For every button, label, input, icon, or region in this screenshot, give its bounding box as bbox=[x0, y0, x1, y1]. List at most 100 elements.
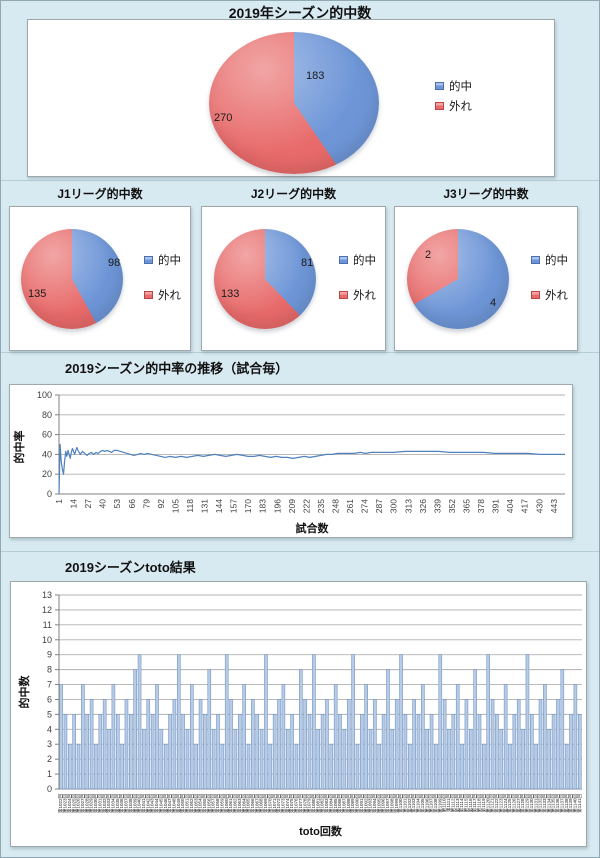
legend-item-miss: 外れ bbox=[531, 286, 568, 303]
svg-text:第1124回: 第1124回 bbox=[502, 794, 509, 813]
svg-text:第1083回: 第1083回 bbox=[323, 794, 330, 814]
svg-text:352: 352 bbox=[447, 499, 457, 513]
svg-text:10: 10 bbox=[42, 635, 52, 645]
line-chart-title: 2019シーズン的中率の推移（試合毎） bbox=[65, 361, 289, 376]
svg-text:第1064回: 第1064回 bbox=[240, 794, 247, 814]
j1-legend: 的中 外れ bbox=[144, 251, 181, 303]
svg-text:第1112回: 第1112回 bbox=[449, 794, 456, 813]
svg-text:第1077回: 第1077回 bbox=[297, 794, 304, 814]
svg-text:20: 20 bbox=[42, 469, 52, 479]
svg-text:第1132回: 第1132回 bbox=[537, 794, 544, 813]
hit-legend-label: 的中 bbox=[545, 254, 568, 267]
svg-text:第1050回: 第1050回 bbox=[179, 794, 186, 814]
svg-text:第1101回: 第1101回 bbox=[402, 794, 409, 813]
svg-text:第1062回: 第1062回 bbox=[232, 794, 239, 814]
svg-text:222: 222 bbox=[301, 499, 311, 513]
svg-text:第1055回: 第1055回 bbox=[201, 794, 208, 814]
svg-text:第1118回: 第1118回 bbox=[476, 794, 483, 813]
svg-text:105: 105 bbox=[170, 499, 180, 513]
j3-pie bbox=[407, 229, 509, 329]
svg-text:13: 13 bbox=[42, 590, 52, 600]
svg-text:的中数: 的中数 bbox=[17, 675, 31, 709]
hit-legend-label: 的中 bbox=[158, 254, 181, 267]
svg-text:第1034回: 第1034回 bbox=[110, 794, 117, 814]
svg-text:第1049回: 第1049回 bbox=[175, 794, 182, 814]
svg-text:第1128回: 第1128回 bbox=[519, 794, 526, 813]
svg-text:第1054回: 第1054回 bbox=[197, 794, 204, 814]
svg-text:第1044回: 第1044回 bbox=[153, 794, 160, 814]
legend-item-miss: 外れ bbox=[144, 286, 181, 303]
svg-text:第1061回: 第1061回 bbox=[227, 794, 234, 814]
svg-text:7: 7 bbox=[47, 680, 52, 690]
svg-text:第1032回: 第1032回 bbox=[101, 794, 108, 814]
svg-text:0: 0 bbox=[47, 784, 52, 794]
miss-legend-label: 外れ bbox=[545, 289, 568, 302]
svg-text:第1071回: 第1071回 bbox=[271, 794, 278, 814]
j2-pie-panel: 81 133 的中 外れ bbox=[201, 206, 386, 351]
svg-text:27: 27 bbox=[83, 499, 93, 509]
svg-text:第1088回: 第1088回 bbox=[345, 794, 352, 814]
bar-chart-title: 2019シーズンtoto結果 bbox=[65, 560, 196, 575]
legend-item-miss: 外れ bbox=[435, 96, 472, 116]
svg-text:5: 5 bbox=[47, 709, 52, 719]
svg-text:196: 196 bbox=[272, 499, 282, 513]
j2-pie bbox=[214, 229, 316, 329]
svg-text:131: 131 bbox=[200, 499, 210, 513]
svg-text:391: 391 bbox=[491, 499, 501, 513]
svg-text:第1108回: 第1108回 bbox=[432, 794, 439, 813]
svg-text:第1028回: 第1028回 bbox=[83, 794, 90, 814]
miss-legend-label: 外れ bbox=[353, 289, 376, 302]
svg-text:287: 287 bbox=[374, 499, 384, 513]
hit-rate-line-chart: 0 20 40 60 80 100 1 14 27 40 53 66 79 92 105 118 131 144 1… bbox=[12, 390, 565, 535]
overall-pie-section: 2019年シーズン的中数 183 270 的中 外れ bbox=[1, 1, 599, 181]
svg-text:toto回数: toto回数 bbox=[299, 824, 343, 838]
svg-text:第1069回: 第1069回 bbox=[262, 794, 269, 814]
svg-text:第1060回: 第1060回 bbox=[223, 794, 230, 814]
svg-text:第1111回: 第1111回 bbox=[445, 794, 452, 813]
svg-text:第1068回: 第1068回 bbox=[258, 794, 265, 814]
svg-text:第1022回: 第1022回 bbox=[57, 794, 64, 814]
svg-text:第1024回: 第1024回 bbox=[66, 794, 73, 814]
svg-text:2: 2 bbox=[47, 754, 52, 764]
svg-text:第1072回: 第1072回 bbox=[275, 794, 282, 814]
miss-swatch-icon bbox=[144, 290, 153, 299]
legend-item-miss: 外れ bbox=[339, 286, 376, 303]
hit-legend-label: 的中 bbox=[353, 254, 376, 267]
svg-text:第1041回: 第1041回 bbox=[140, 794, 147, 814]
svg-text:378: 378 bbox=[476, 499, 486, 513]
svg-text:80: 80 bbox=[42, 410, 52, 420]
overall-legend: 的中 外れ bbox=[435, 76, 472, 116]
svg-text:第1121回: 第1121回 bbox=[489, 794, 496, 813]
svg-text:第1033回: 第1033回 bbox=[105, 794, 112, 814]
svg-text:4: 4 bbox=[47, 724, 52, 734]
svg-text:第1048回: 第1048回 bbox=[171, 794, 178, 814]
j3-pie-title: J3リーグ的中数 bbox=[443, 187, 529, 201]
svg-text:第1104回: 第1104回 bbox=[415, 794, 422, 813]
svg-text:79: 79 bbox=[141, 499, 151, 509]
svg-text:第1086回: 第1086回 bbox=[336, 794, 343, 814]
svg-text:第1127回: 第1127回 bbox=[515, 794, 522, 813]
svg-text:60: 60 bbox=[42, 430, 52, 440]
legend-item-hit: 的中 bbox=[531, 251, 568, 268]
svg-text:第1047回: 第1047回 bbox=[166, 794, 173, 814]
svg-text:144: 144 bbox=[214, 499, 224, 513]
svg-text:第1084回: 第1084回 bbox=[327, 794, 334, 814]
overall-pie-panel: 183 270 的中 外れ bbox=[27, 19, 555, 177]
svg-text:第1089回: 第1089回 bbox=[349, 794, 356, 814]
svg-text:第1058回: 第1058回 bbox=[214, 794, 221, 814]
svg-text:的中率: 的中率 bbox=[12, 431, 26, 464]
svg-text:第1117回: 第1117回 bbox=[471, 794, 478, 813]
overall-pie-title: 2019年シーズン的中数 bbox=[228, 5, 372, 21]
svg-text:第1122回: 第1122回 bbox=[493, 794, 500, 813]
svg-text:404: 404 bbox=[505, 499, 515, 513]
svg-text:第1140回: 第1140回 bbox=[571, 794, 578, 813]
svg-text:第1045回: 第1045回 bbox=[157, 794, 164, 814]
svg-text:第1138回: 第1138回 bbox=[563, 794, 570, 813]
legend-item-hit: 的中 bbox=[144, 251, 181, 268]
svg-text:第1090回: 第1090回 bbox=[354, 794, 361, 814]
svg-text:300: 300 bbox=[389, 499, 399, 513]
svg-text:235: 235 bbox=[316, 499, 326, 513]
hit-swatch-icon bbox=[144, 255, 153, 264]
league-pies-section: J1リーグ的中数 J2リーグ的中数 J3リーグ的中数 98 135 的中 外れ … bbox=[1, 181, 599, 353]
